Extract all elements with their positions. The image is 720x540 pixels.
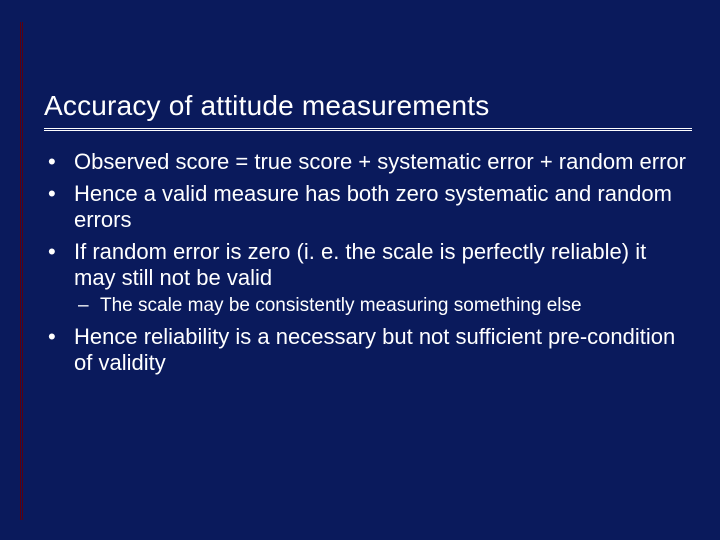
slide-content: Accuracy of attitude measurements Observ… xyxy=(44,0,692,540)
bullet-text: Hence a valid measure has both zero syst… xyxy=(74,181,672,232)
bullet-item: Hence reliability is a necessary but not… xyxy=(44,324,692,376)
bullet-text: Hence reliability is a necessary but not… xyxy=(74,324,675,375)
slide: Accuracy of attitude measurements Observ… xyxy=(0,0,720,540)
bullet-text: If random error is zero (i. e. the scale… xyxy=(74,239,646,290)
sub-bullet-list: The scale may be consistently measuring … xyxy=(74,295,692,318)
title-block: Accuracy of attitude measurements xyxy=(44,0,692,131)
slide-title: Accuracy of attitude measurements xyxy=(44,90,692,122)
sub-bullet-item: The scale may be consistently measuring … xyxy=(74,295,692,318)
left-vertical-rule xyxy=(20,22,23,520)
bullet-item: Observed score = true score + systematic… xyxy=(44,149,692,175)
sub-bullet-text: The scale may be consistently measuring … xyxy=(100,295,582,316)
bullet-item: If random error is zero (i. e. the scale… xyxy=(44,239,692,318)
bullet-item: Hence a valid measure has both zero syst… xyxy=(44,181,692,233)
bullet-text: Observed score = true score + systematic… xyxy=(74,149,686,174)
slide-body: Observed score = true score + systematic… xyxy=(44,131,692,375)
bullet-list: Observed score = true score + systematic… xyxy=(44,149,692,375)
